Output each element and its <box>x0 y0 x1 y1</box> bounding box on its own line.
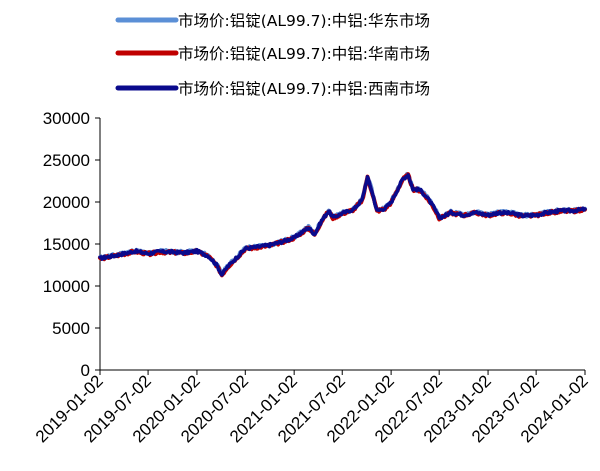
plot-area <box>98 171 587 278</box>
series-line-1 <box>98 171 587 277</box>
y-tick-label: 10000 <box>43 277 90 296</box>
y-tick-label: 0 <box>81 361 90 380</box>
y-tick-label: 30000 <box>43 109 90 128</box>
series-line-3 <box>98 173 587 277</box>
legend-label-3: 市场价:铝锭(AL99.7):中铝:西南市场 <box>178 80 430 98</box>
legend: 市场价:铝锭(AL99.7):中铝:华东市场市场价:铝锭(AL99.7):中铝:… <box>115 12 430 98</box>
axes: 0 5000 10000 15000 20000 25000 30000 2019-01-0… <box>32 109 592 446</box>
legend-label-1: 市场价:铝锭(AL99.7):中铝:华东市场 <box>178 12 430 30</box>
y-tick-label: 25000 <box>43 151 90 170</box>
x-axis-ticks: 2019-01-022019-07-022020-01-022020-07-02… <box>32 370 592 446</box>
series-line-2 <box>98 172 587 278</box>
legend-label-2: 市场价:铝锭(AL99.7):中铝:华南市场 <box>178 45 430 63</box>
y-tick-label: 5000 <box>52 319 90 338</box>
y-tick-label: 20000 <box>43 193 90 212</box>
y-tick-label: 15000 <box>43 235 90 254</box>
y-axis-ticks: 0 5000 10000 15000 20000 25000 30000 <box>43 109 100 380</box>
